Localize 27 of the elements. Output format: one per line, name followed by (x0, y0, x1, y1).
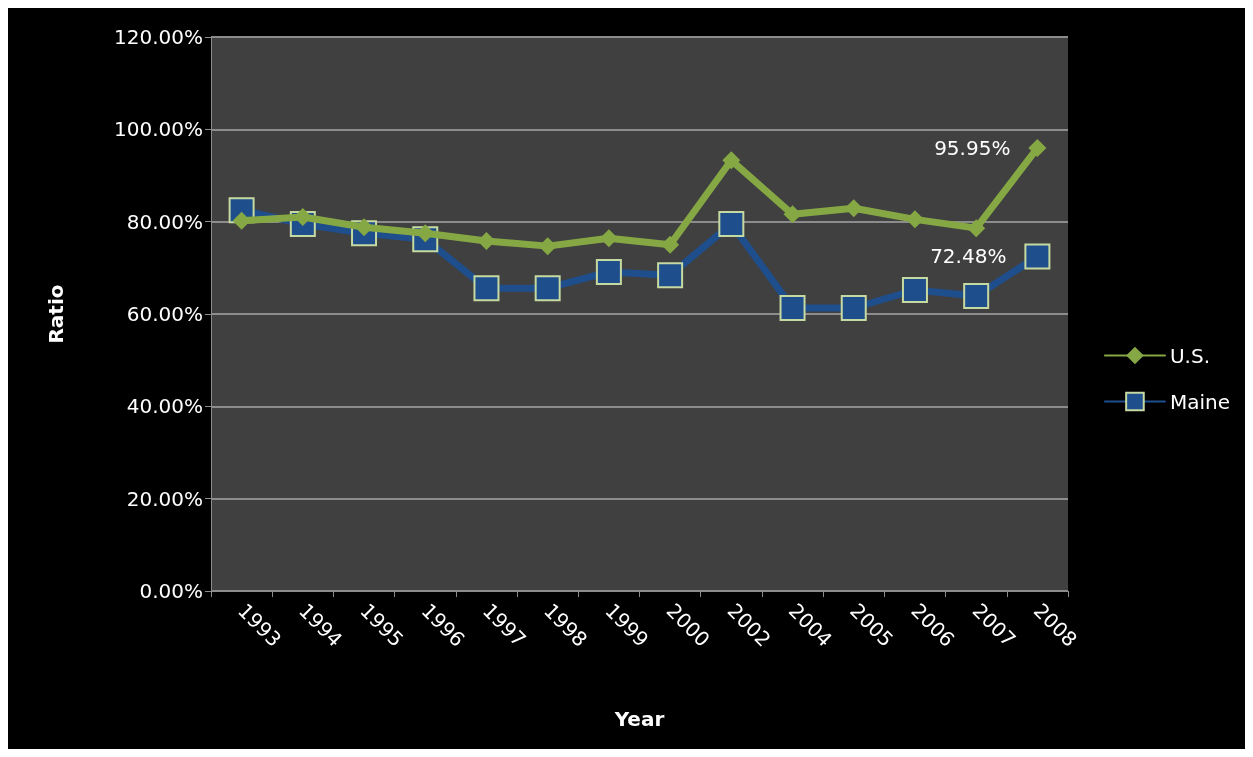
legend-label: U.S. (1169, 343, 1211, 368)
point (1028, 139, 1047, 158)
point (718, 210, 745, 237)
point (779, 295, 806, 321)
y-tick-label: 0.00% (139, 579, 203, 603)
point (722, 151, 741, 170)
y-tick-label: 20.00% (126, 486, 203, 511)
x-axis-title: Year (613, 707, 665, 731)
y-tick-label: 120.00% (114, 25, 203, 49)
point (595, 258, 622, 285)
point (840, 295, 867, 321)
point (657, 262, 684, 289)
point (967, 219, 986, 238)
point (901, 276, 928, 303)
y-tick-label: 60.00% (126, 302, 203, 326)
y-tick-label: 80.00% (126, 209, 203, 234)
y-tick-label: 40.00% (126, 394, 203, 419)
legend-label: Maine (1169, 389, 1231, 414)
point (963, 282, 990, 309)
point (473, 275, 500, 302)
point (534, 275, 561, 302)
y-axis-title: Ratio (44, 284, 68, 344)
point (661, 235, 680, 254)
y-tick-label: 100.00% (114, 117, 203, 142)
data-label: 72.48% (930, 244, 1007, 269)
point (1024, 243, 1051, 270)
data-label: 95.95% (934, 136, 1011, 161)
